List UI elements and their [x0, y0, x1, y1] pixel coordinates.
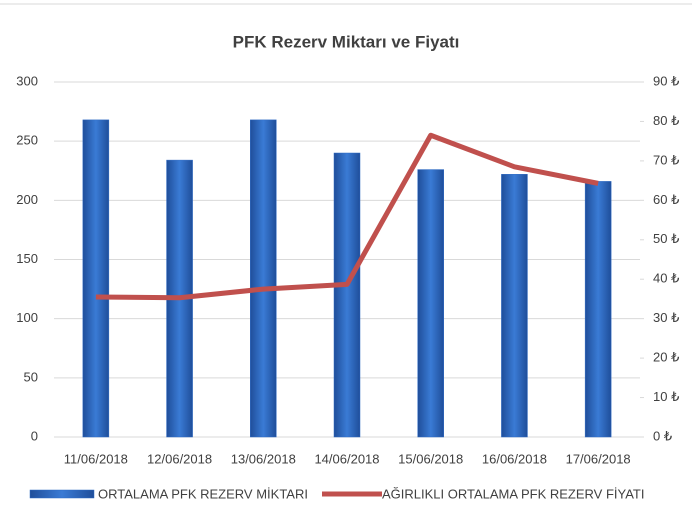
legend-label: ORTALAMA PFK REZERV MİKTARI [98, 486, 308, 501]
y2-tick-label: 50 ₺ [653, 231, 679, 246]
x-tick-label: 13/06/2018 [231, 451, 296, 466]
bar [333, 152, 361, 438]
y-tick-label: 100 [16, 310, 38, 325]
y-tick-label: 300 [16, 73, 38, 88]
y-tick-label: 150 [16, 251, 38, 266]
x-tick-label: 14/06/2018 [314, 451, 379, 466]
legend-label: AĞIRLIKLI ORTALAMA PFK REZERV FİYATI [382, 486, 644, 501]
line [95, 132, 599, 301]
legend-swatch [29, 489, 95, 499]
chart-title: PFK Rezerv Miktarı ve Fiyatı [233, 32, 460, 51]
y2-tick-label: 90 ₺ [653, 73, 679, 88]
y-tick-label: 50 [24, 369, 38, 384]
x-tick-label: 12/06/2018 [147, 451, 212, 466]
bar [501, 174, 528, 438]
y2-tick-label: 0 ₺ [653, 428, 672, 443]
bar [82, 119, 110, 438]
y2-tick-label: 20 ₺ [653, 350, 679, 365]
y2-tick-label: 60 ₺ [653, 192, 679, 207]
y2-tick-label: 70 ₺ [653, 152, 679, 167]
x-tick-label: 16/06/2018 [482, 451, 547, 466]
y2-tick-label: 30 ₺ [653, 310, 679, 325]
y2-tick-label: 80 ₺ [653, 113, 679, 128]
bar [417, 169, 444, 438]
y-tick-label: 200 [16, 192, 38, 207]
y-tick-label: 0 [31, 428, 38, 443]
bar [250, 119, 277, 438]
y2-tick-label: 40 ₺ [653, 271, 679, 286]
bar [584, 181, 612, 438]
y-tick-label: 250 [16, 133, 38, 148]
y2-tick-label: 10 ₺ [653, 389, 679, 404]
x-tick-label: 17/06/2018 [566, 451, 631, 466]
x-tick-label: 11/06/2018 [64, 451, 128, 466]
x-tick-label: 15/06/2018 [398, 451, 463, 466]
